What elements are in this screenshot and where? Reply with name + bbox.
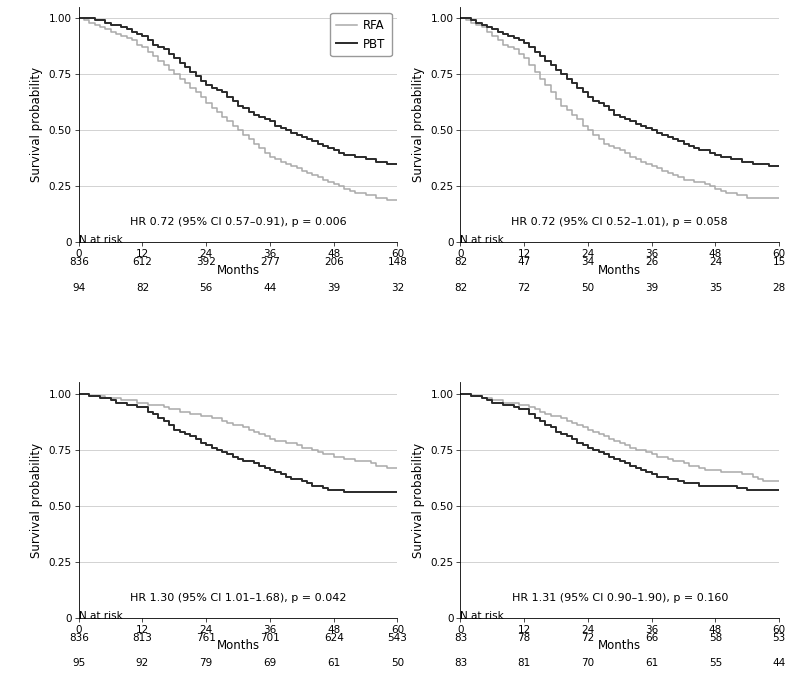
- Text: 83: 83: [454, 658, 467, 669]
- Legend: RFA, PBT: RFA, PBT: [331, 13, 391, 57]
- Text: 44: 44: [773, 658, 785, 669]
- Y-axis label: Survival probability: Survival probability: [412, 67, 425, 182]
- Text: 34: 34: [582, 257, 594, 267]
- Text: 72: 72: [518, 283, 530, 293]
- Text: 82: 82: [136, 283, 149, 293]
- Text: 612: 612: [132, 257, 153, 267]
- Text: 70: 70: [582, 658, 594, 669]
- Y-axis label: Survival probability: Survival probability: [30, 67, 43, 182]
- Text: 55: 55: [709, 658, 722, 669]
- Text: 61: 61: [645, 658, 658, 669]
- Text: 277: 277: [260, 257, 280, 267]
- Text: 701: 701: [260, 632, 280, 643]
- Text: 79: 79: [200, 658, 212, 669]
- Text: 83: 83: [454, 632, 467, 643]
- Text: 148: 148: [387, 257, 408, 267]
- X-axis label: Months: Months: [598, 639, 641, 652]
- Text: HR 1.30 (95% CI 1.01–1.68), p = 0.042: HR 1.30 (95% CI 1.01–1.68), p = 0.042: [130, 593, 346, 603]
- Text: N at risk: N at risk: [460, 611, 504, 621]
- Text: 53: 53: [773, 632, 785, 643]
- Text: N at risk: N at risk: [79, 611, 123, 621]
- Text: 66: 66: [645, 632, 658, 643]
- Text: 50: 50: [391, 658, 404, 669]
- Text: 47: 47: [518, 257, 530, 267]
- Text: 44: 44: [264, 283, 276, 293]
- Text: 26: 26: [645, 257, 658, 267]
- Text: 32: 32: [391, 283, 404, 293]
- Text: 624: 624: [323, 632, 344, 643]
- Text: 82: 82: [454, 257, 467, 267]
- X-axis label: Months: Months: [216, 264, 260, 277]
- X-axis label: Months: Months: [216, 639, 260, 652]
- Text: 836: 836: [68, 632, 89, 643]
- Text: 72: 72: [582, 632, 594, 643]
- Text: 28: 28: [773, 283, 785, 293]
- Text: 39: 39: [327, 283, 340, 293]
- Text: 69: 69: [264, 658, 276, 669]
- Text: 15: 15: [773, 257, 785, 267]
- Y-axis label: Survival probability: Survival probability: [30, 443, 43, 558]
- Text: HR 0.72 (95% CI 0.52–1.01), p = 0.058: HR 0.72 (95% CI 0.52–1.01), p = 0.058: [512, 217, 728, 227]
- X-axis label: Months: Months: [598, 264, 641, 277]
- Y-axis label: Survival probability: Survival probability: [412, 443, 425, 558]
- Text: 50: 50: [582, 283, 594, 293]
- Text: 206: 206: [323, 257, 344, 267]
- Text: 35: 35: [709, 283, 722, 293]
- Text: 39: 39: [645, 283, 658, 293]
- Text: N at risk: N at risk: [460, 235, 504, 245]
- Text: 543: 543: [387, 632, 408, 643]
- Text: 78: 78: [518, 632, 530, 643]
- Text: 92: 92: [136, 658, 149, 669]
- Text: 95: 95: [72, 658, 85, 669]
- Text: 61: 61: [327, 658, 340, 669]
- Text: HR 0.72 (95% CI 0.57–0.91), p = 0.006: HR 0.72 (95% CI 0.57–0.91), p = 0.006: [130, 217, 346, 227]
- Text: 94: 94: [72, 283, 85, 293]
- Text: 392: 392: [196, 257, 216, 267]
- Text: 813: 813: [132, 632, 153, 643]
- Text: 24: 24: [709, 257, 722, 267]
- Text: N at risk: N at risk: [79, 235, 123, 245]
- Text: 836: 836: [68, 257, 89, 267]
- Text: 761: 761: [196, 632, 216, 643]
- Text: 81: 81: [518, 658, 530, 669]
- Text: 56: 56: [200, 283, 212, 293]
- Text: HR 1.31 (95% CI 0.90–1.90), p = 0.160: HR 1.31 (95% CI 0.90–1.90), p = 0.160: [512, 593, 728, 603]
- Text: 58: 58: [709, 632, 722, 643]
- Text: 82: 82: [454, 283, 467, 293]
